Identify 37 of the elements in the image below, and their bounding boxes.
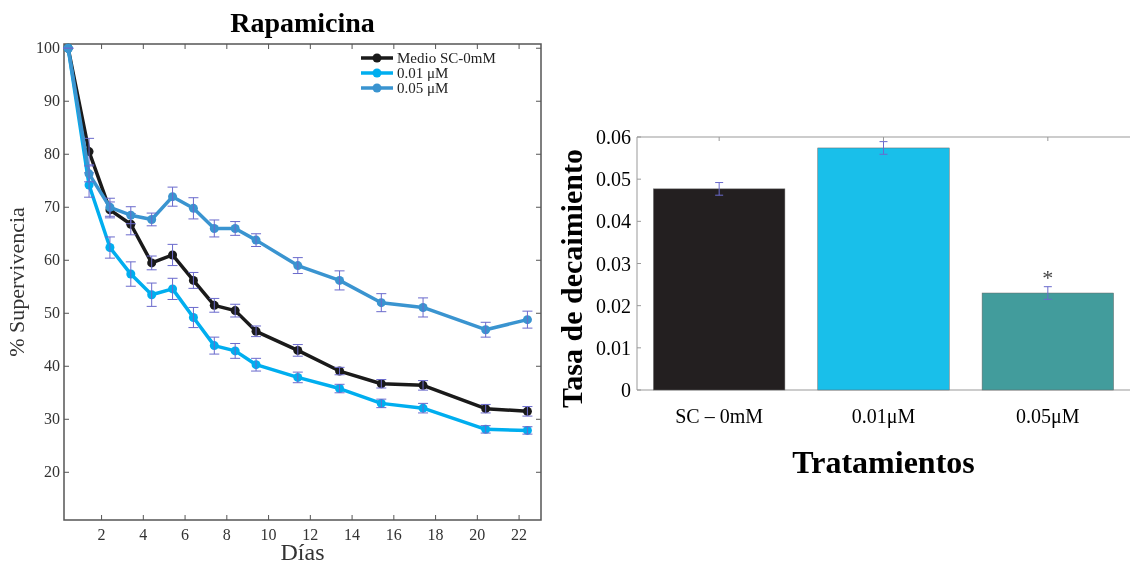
y-tick-label: 20: [44, 463, 60, 481]
legend-label: 0.01 μM: [397, 65, 449, 81]
y-axis-title: Tasa de decaimiento: [555, 149, 588, 408]
y-tick-label: 0.05: [596, 168, 631, 191]
y-tick-label: 90: [44, 92, 60, 110]
y-tick-label: 0.02: [596, 294, 631, 317]
x-tick-label: 22: [511, 526, 528, 543]
x-tick-label: 4: [139, 526, 148, 543]
annotation: *: [1042, 265, 1054, 291]
x-tick-label: SC – 0mM: [675, 405, 764, 427]
y-tick-label: 0: [621, 379, 631, 401]
y-tick-label: 0.01: [596, 336, 631, 359]
x-tick-label: 2: [97, 526, 106, 543]
x-tick-label: 8: [222, 526, 231, 543]
legend-label: 0.05 μM: [397, 80, 449, 96]
y-axis-title: % Supervivencia: [4, 206, 29, 357]
chart-title: Rapamicina: [230, 7, 375, 38]
y-tick-label: 30: [44, 410, 60, 428]
y-tick-label: 100: [36, 39, 60, 57]
x-tick-label: 18: [427, 526, 444, 543]
y-tick-label: 0.04: [596, 210, 631, 233]
y-tick-label: 80: [44, 145, 60, 163]
x-axis-title: Tratamientos: [792, 444, 975, 480]
y-tick-label: 70: [44, 198, 60, 216]
x-tick-label: 10: [260, 526, 277, 543]
x-tick-label: 0.01μM: [851, 405, 916, 428]
x-tick-label: 0.05μM: [1016, 405, 1080, 428]
y-tick-label: 50: [44, 304, 60, 322]
y-tick-label: 0.06: [596, 126, 631, 148]
x-tick-label: 20: [469, 526, 486, 543]
legend-label: Medio SC-0mM: [397, 50, 496, 66]
y-tick-label: 0.03: [596, 252, 631, 275]
x-tick-label: 14: [344, 526, 361, 543]
x-tick-label: 6: [181, 526, 190, 543]
y-tick-label: 40: [44, 357, 60, 375]
y-tick-label: 60: [44, 251, 60, 269]
x-tick-label: 16: [385, 526, 402, 543]
